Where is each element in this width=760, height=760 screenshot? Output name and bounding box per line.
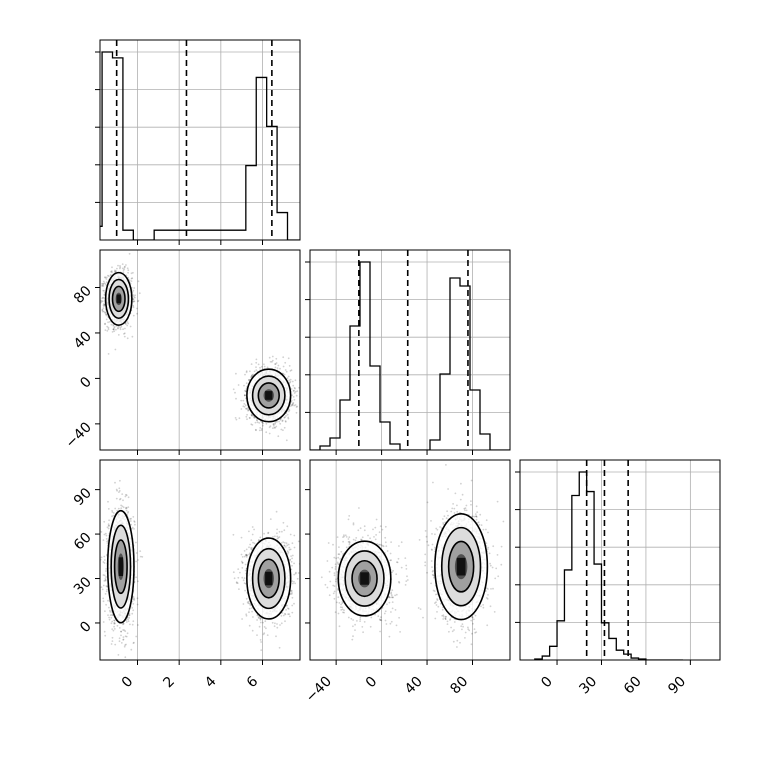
contour-line xyxy=(251,375,286,416)
contour-line xyxy=(104,271,133,326)
panel-frame xyxy=(99,249,301,451)
y-tick-label: 0 xyxy=(77,374,95,392)
y-tick-label: 90 xyxy=(71,485,95,509)
y-tick-label: 30 xyxy=(71,574,95,598)
contour-line xyxy=(110,524,132,609)
contour-line xyxy=(337,540,392,617)
x-tick-label: 40 xyxy=(402,674,426,698)
grid-lines xyxy=(100,40,300,240)
panel-frame xyxy=(309,249,511,451)
contour-line xyxy=(257,558,280,599)
density-peak xyxy=(456,557,466,576)
scatter-panel-p2_vs_p1: −40 0 40 80 xyxy=(303,459,511,706)
x-tick-label: 90 xyxy=(665,674,689,698)
x-tick-label: 6 xyxy=(244,673,262,691)
x-tick-label: 0 xyxy=(363,674,381,692)
panel-frame xyxy=(309,459,511,661)
contour-line xyxy=(106,509,135,624)
hist-panel-p2: 0 30 60 90 xyxy=(515,459,721,698)
grid-lines xyxy=(137,250,263,450)
contour-line xyxy=(251,547,286,610)
y-tick-label: 40 xyxy=(71,328,95,352)
density-peak xyxy=(265,571,273,586)
hist-panel-p0 xyxy=(95,39,301,245)
y-tick-label: 0 xyxy=(77,618,95,636)
scatter-panel-p1_vs_p0: −40 0 40 80 xyxy=(63,249,301,455)
contour-line xyxy=(113,539,128,595)
contour-line xyxy=(434,512,489,621)
contour-line xyxy=(108,278,130,320)
x-tick-label: 4 xyxy=(202,673,220,691)
contour-line xyxy=(111,285,126,313)
density-peak xyxy=(265,391,273,400)
density-peak xyxy=(118,557,124,576)
x-tick-label: 60 xyxy=(621,674,645,698)
contour-line xyxy=(351,559,378,598)
panel-frame xyxy=(99,459,301,661)
contour-line xyxy=(440,526,482,607)
density-peak xyxy=(360,572,369,585)
x-tick-label: 80 xyxy=(447,674,471,698)
contour-line xyxy=(246,537,292,620)
panel-frame xyxy=(99,39,301,241)
panel-frame xyxy=(519,459,721,661)
x-tick-label: 30 xyxy=(576,674,600,698)
y-tick-label: 80 xyxy=(71,283,95,307)
contour-line xyxy=(246,368,292,423)
y-tick-label: −40 xyxy=(63,419,95,451)
density-peak xyxy=(116,294,121,304)
histogram-p2 xyxy=(534,471,683,660)
grid-lines xyxy=(137,460,263,660)
histogram-p1 xyxy=(310,261,510,450)
x-tick-label: 0 xyxy=(119,674,137,692)
grid-lines xyxy=(310,250,510,450)
y-tick-label: 60 xyxy=(71,530,95,554)
histogram-p0 xyxy=(100,51,300,240)
x-tick-label: 0 xyxy=(538,674,556,692)
contour-line xyxy=(447,540,475,593)
grid-lines xyxy=(520,460,720,660)
x-tick-label: 2 xyxy=(160,674,178,692)
contour-line xyxy=(257,382,280,409)
contour-line xyxy=(344,550,385,607)
x-tick-label: −40 xyxy=(303,674,335,706)
hist-panel-p1 xyxy=(305,249,511,455)
